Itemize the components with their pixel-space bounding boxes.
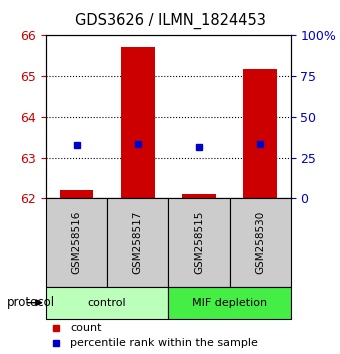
Bar: [46, 198, 107, 287]
Bar: [121, 47, 154, 198]
Bar: [230, 198, 291, 287]
Bar: [182, 194, 216, 198]
Text: MIF depletion: MIF depletion: [192, 298, 267, 308]
Text: GSM258516: GSM258516: [71, 211, 82, 274]
Bar: [60, 190, 93, 198]
Text: GSM258517: GSM258517: [133, 211, 143, 274]
Bar: [168, 198, 230, 287]
Text: count: count: [70, 322, 102, 332]
Bar: [107, 198, 168, 287]
Text: control: control: [88, 298, 126, 308]
Text: GSM258515: GSM258515: [194, 211, 204, 274]
Bar: [243, 69, 277, 198]
Text: protocol: protocol: [7, 296, 55, 309]
Text: GSM258530: GSM258530: [255, 211, 265, 274]
Text: GDS3626 / ILMN_1824453: GDS3626 / ILMN_1824453: [74, 12, 266, 29]
Bar: [168, 287, 291, 319]
Bar: [46, 287, 168, 319]
Text: percentile rank within the sample: percentile rank within the sample: [70, 338, 258, 348]
